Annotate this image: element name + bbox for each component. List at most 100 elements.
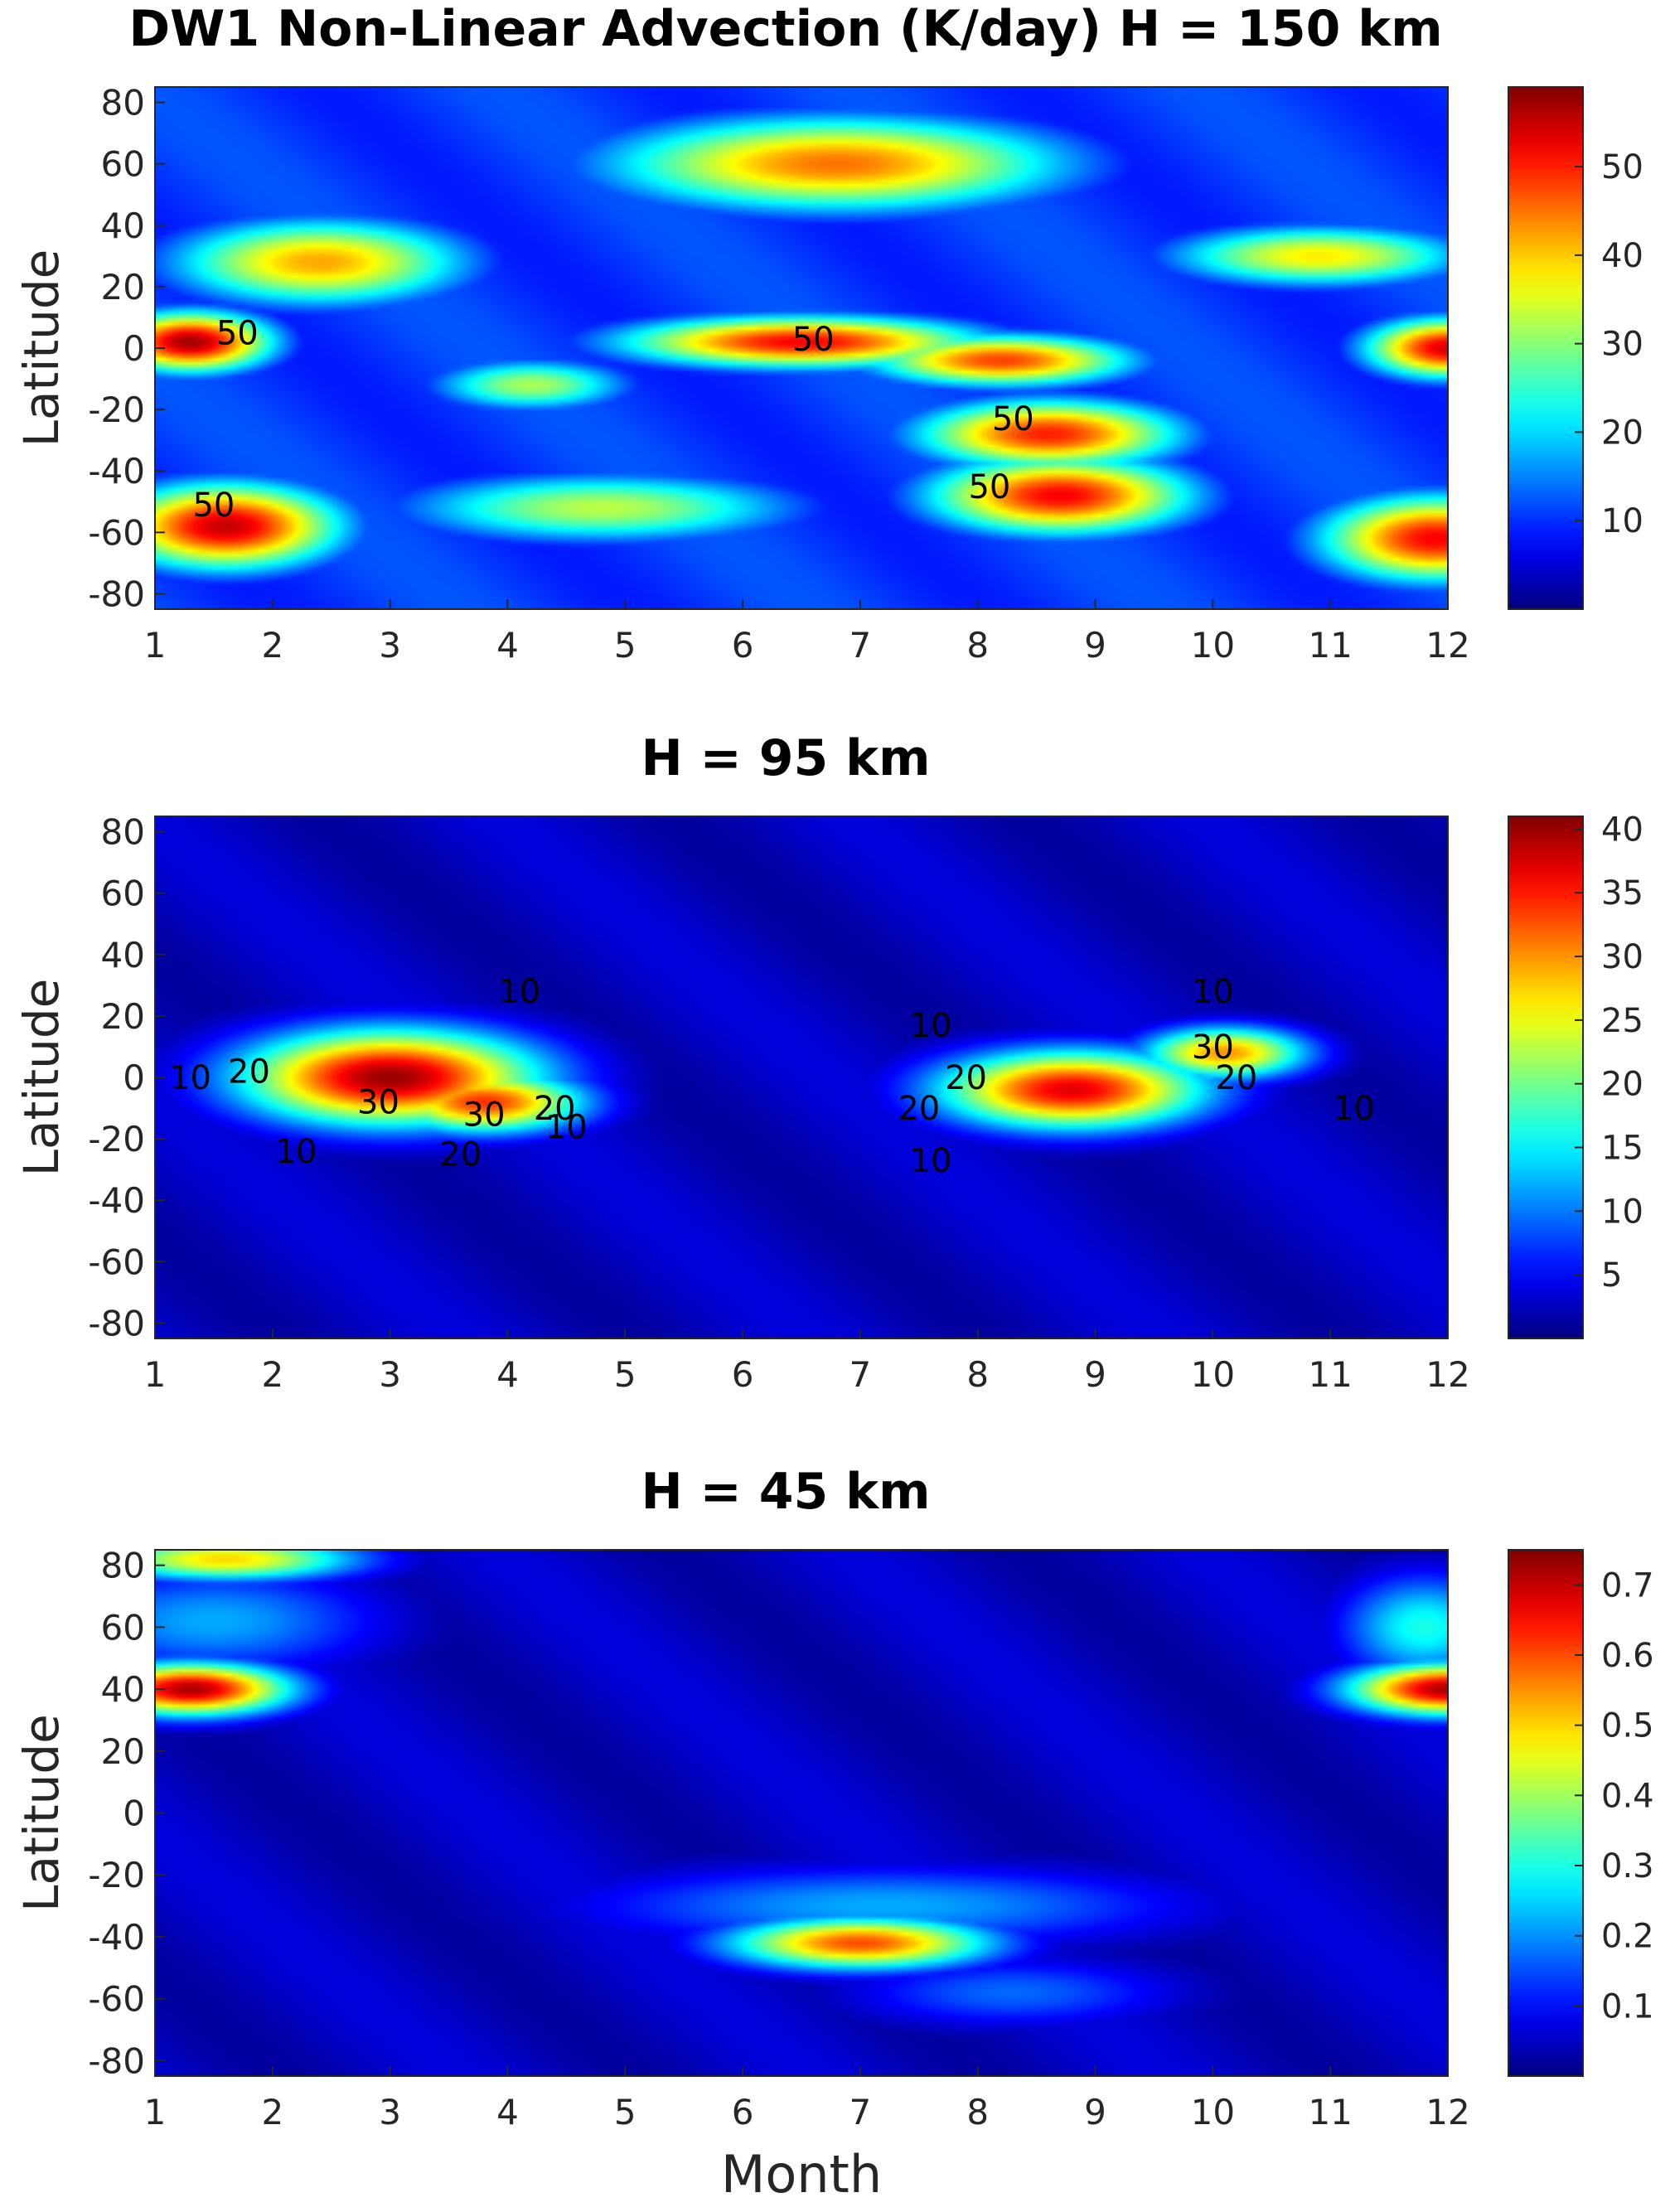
y-tick-label: 40 [101, 935, 145, 975]
panel-title: DW1 Non-Linear Advection (K/day) H = 150… [128, 0, 1442, 58]
x-tick-label: 4 [496, 625, 519, 666]
y-tick-label: 20 [101, 996, 145, 1037]
contour-label: 30 [357, 1084, 399, 1122]
contour-label: 50 [192, 486, 235, 525]
colorbar-gradient [1508, 1549, 1584, 2077]
colorbar-tick-label: 50 [1601, 148, 1643, 186]
panel-3: H = 45 km1 2 3 4 5 6 7 8 9 10 11 12806040200-20-40-… [13, 1463, 1654, 2205]
contour-label: 10 [169, 1059, 211, 1097]
x-tick-label: 3 [379, 625, 401, 666]
colorbar-tick-label: 5 [1601, 1256, 1622, 1295]
colorbar-gradient [1508, 816, 1584, 1339]
x-tick-label: 9 [1084, 2092, 1106, 2132]
x-tick-label: 4 [496, 1354, 519, 1395]
contour-label: 10 [545, 1108, 588, 1146]
heatmap-field [155, 1550, 1448, 2076]
y-tick-label: 0 [123, 1058, 145, 1098]
contour-label: 50 [968, 468, 1010, 506]
x-tick-label: 2 [261, 1354, 283, 1395]
contour-label: 20 [898, 1090, 940, 1128]
y-tick-label: -40 [88, 1917, 145, 1958]
colorbar-tick-label: 20 [1601, 1066, 1643, 1104]
y-tick-label: 80 [101, 83, 145, 123]
x-tick-label: 3 [379, 2092, 401, 2132]
colorbar-tick-label: 0.2 [1601, 1918, 1654, 1956]
colorbar-tick-label: 0.4 [1601, 1777, 1654, 1815]
colorbar-tick-label: 0.6 [1601, 1637, 1654, 1675]
colorbar-tick-label: 0.7 [1601, 1566, 1654, 1605]
x-tick-label: 10 [1191, 1354, 1235, 1395]
y-tick-label: 0 [123, 328, 145, 369]
x-tick-label: 9 [1084, 625, 1106, 666]
y-tick-label: 40 [101, 1669, 145, 1710]
y-tick-label: -20 [88, 1855, 145, 1895]
contour-label: 30 [463, 1096, 506, 1134]
y-axis-label: Latitude [13, 979, 70, 1177]
contour-label: 20 [945, 1059, 987, 1097]
colorbar-tick-label: 0.3 [1601, 1847, 1654, 1885]
x-tick-label: 6 [732, 2092, 754, 2132]
colorbar-tick-label: 15 [1601, 1130, 1643, 1168]
x-tick-label: 7 [850, 1354, 872, 1395]
colorbar-tick-label: 10 [1601, 502, 1643, 540]
y-tick-label: 60 [101, 874, 145, 914]
y-tick-label: -60 [88, 1242, 145, 1282]
y-tick-label: 40 [101, 206, 145, 246]
contour-label: 10 [498, 973, 540, 1011]
y-tick-label: 80 [101, 812, 145, 853]
y-tick-label: -80 [88, 574, 145, 614]
y-tick-label: 80 [101, 1546, 145, 1586]
colorbar-tick-label: 40 [1601, 237, 1643, 275]
y-tick-label: -40 [88, 1180, 145, 1221]
y-tick-label: 60 [101, 1607, 145, 1648]
x-tick-label: 7 [850, 625, 872, 666]
contour-label: 20 [439, 1136, 482, 1174]
x-tick-label: 8 [966, 2092, 989, 2132]
contour-label: 50 [792, 321, 835, 359]
panel-1: DW1 Non-Linear Advection (K/day) H = 150… [13, 0, 1643, 666]
x-tick-label: 4 [496, 2092, 519, 2132]
contour-label: 10 [1333, 1090, 1375, 1128]
x-tick-label: 2 [261, 625, 283, 666]
x-tick-label: 10 [1191, 625, 1235, 666]
x-tick-label: 1 [144, 625, 167, 666]
colorbar: 5 10 15 20 25 30 35 40 [1508, 811, 1643, 1339]
x-tick-label: 1 [144, 1354, 167, 1395]
y-tick-label: -20 [88, 1119, 145, 1159]
x-tick-label: 5 [614, 625, 637, 666]
x-tick-label: 5 [614, 1354, 637, 1395]
colorbar-gradient [1508, 86, 1584, 610]
contour-label: 10 [910, 1007, 952, 1045]
x-tick-label: 12 [1426, 625, 1469, 666]
colorbar-tick-label: 0.1 [1601, 1987, 1654, 2026]
y-tick-label: -60 [88, 1979, 145, 2020]
heatmap-field [155, 816, 1448, 1338]
colorbar-tick-label: 20 [1601, 414, 1643, 452]
contour-label: 20 [228, 1053, 270, 1091]
y-axis-label: Latitude [13, 1714, 70, 1912]
colorbar-tick-label: 30 [1601, 326, 1643, 364]
x-tick-label: 3 [379, 1354, 401, 1395]
contour-label: 10 [1192, 973, 1234, 1011]
colorbar-tick-label: 0.5 [1601, 1707, 1654, 1745]
colorbar-tick-label: 40 [1601, 811, 1643, 849]
x-tick-label: 11 [1308, 625, 1352, 666]
x-axis-label: Month [721, 2144, 882, 2205]
colorbar: 10 20 30 40 50 [1508, 86, 1643, 610]
x-tick-label: 5 [614, 2092, 637, 2132]
panel-title: H = 45 km [641, 1463, 930, 1521]
colorbar-tick-label: 10 [1601, 1193, 1643, 1231]
x-tick-label: 6 [732, 625, 754, 666]
x-tick-label: 7 [850, 2092, 872, 2132]
y-tick-label: -60 [88, 512, 145, 553]
panel-title: H = 95 km [641, 729, 930, 787]
x-tick-label: 12 [1426, 2092, 1469, 2132]
contour-label: 50 [992, 400, 1034, 438]
contour-label: 10 [275, 1133, 317, 1171]
y-tick-label: 20 [101, 267, 145, 307]
x-tick-label: 10 [1191, 2092, 1235, 2132]
y-tick-label: 0 [123, 1793, 145, 1834]
heatmap-field [155, 87, 1448, 609]
